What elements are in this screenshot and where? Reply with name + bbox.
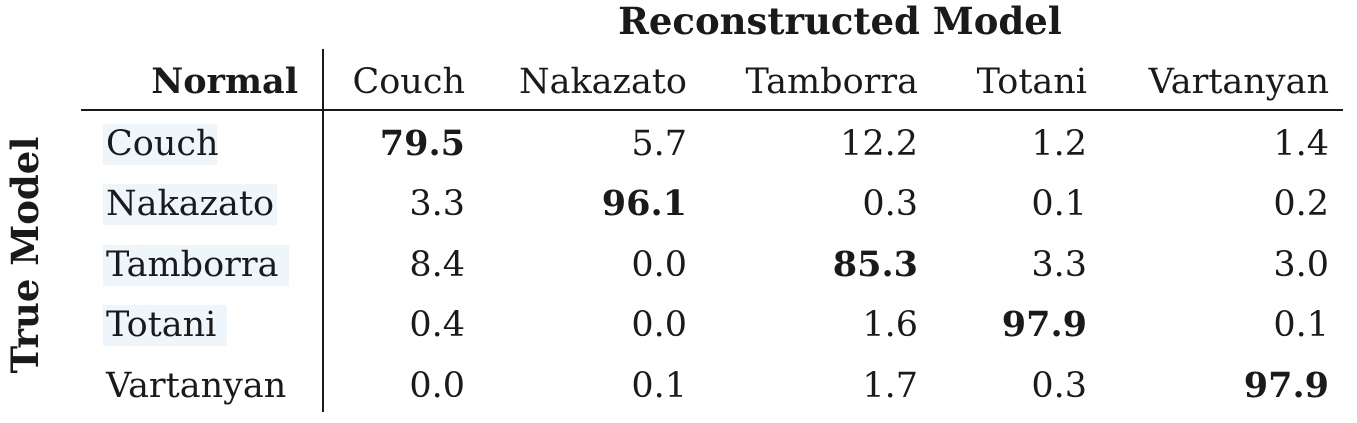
table-cell-totani-couch: 0.4 — [409, 305, 465, 345]
table-title: Reconstructed Model — [618, 0, 1062, 43]
table-cell-tamborra-tamborra: 85.3 — [833, 244, 918, 285]
column-header-vartanyan: Vartanyan — [1148, 62, 1329, 102]
corner-label: Normal — [151, 61, 298, 102]
y-axis-label: True Model — [3, 137, 47, 374]
table-cell-couch-couch: 79.5 — [380, 123, 465, 164]
table-cell-tamborra-totani: 3.3 — [1031, 245, 1087, 285]
row-label-highlight — [103, 305, 227, 346]
table-cell-vartanyan-tamborra: 1.7 — [862, 366, 918, 406]
column-header-couch: Couch — [352, 62, 465, 102]
table-cell-couch-nakazato: 5.7 — [631, 124, 687, 164]
table-cell-totani-nakazato: 0.0 — [631, 305, 687, 345]
table-cell-tamborra-couch: 8.4 — [409, 245, 465, 285]
table-cell-nakazato-totani: 0.1 — [1031, 184, 1087, 224]
table-cell-nakazato-nakazato: 96.1 — [602, 183, 687, 224]
table-cell-nakazato-tamborra: 0.3 — [862, 184, 918, 224]
column-header-tamborra: Tamborra — [746, 62, 919, 102]
table-cell-vartanyan-couch: 0.0 — [409, 366, 465, 406]
table-cell-nakazato-vartanyan: 0.2 — [1273, 184, 1329, 224]
row-label-nakazato: Nakazato — [106, 184, 274, 224]
table-cell-couch-tamborra: 12.2 — [840, 124, 918, 164]
column-headers: Couch Nakazato Tamborra Totani Vartanyan — [352, 62, 1329, 102]
row-label-highlight — [103, 124, 217, 165]
table-cells: 79.5 5.7 12.2 1.2 1.4 3.3 96.1 0.3 0.1 0.2 8.4 0.0 8… — [380, 123, 1329, 406]
table-cell-totani-totani: 97.9 — [1002, 304, 1087, 345]
row-label-tamborra: Tamborra — [106, 245, 279, 285]
column-header-totani: Totani — [977, 62, 1087, 102]
row-label-highlight — [103, 184, 277, 225]
row-label-totani: Totani — [106, 305, 216, 345]
table-cell-nakazato-couch: 3.3 — [409, 184, 465, 224]
table-cell-vartanyan-totani: 0.3 — [1031, 366, 1087, 406]
row-label-vartanyan: Vartanyan — [105, 366, 286, 406]
table-cell-couch-vartanyan: 1.4 — [1273, 124, 1329, 164]
table-cell-tamborra-nakazato: 0.0 — [631, 245, 687, 285]
table-cell-totani-tamborra: 1.6 — [862, 305, 918, 345]
row-label-highlight — [103, 245, 289, 286]
table-cell-couch-totani: 1.2 — [1031, 124, 1087, 164]
table-cell-vartanyan-vartanyan: 97.9 — [1244, 365, 1329, 406]
column-header-nakazato: Nakazato — [519, 62, 687, 102]
table-cell-tamborra-vartanyan: 3.0 — [1273, 245, 1329, 285]
row-labels: Couch Nakazato Tamborra Totani Vartanyan — [103, 124, 289, 406]
table-cell-vartanyan-nakazato: 0.1 — [631, 366, 687, 406]
table-cell-totani-vartanyan: 0.1 — [1273, 305, 1329, 345]
row-label-couch: Couch — [106, 124, 219, 164]
